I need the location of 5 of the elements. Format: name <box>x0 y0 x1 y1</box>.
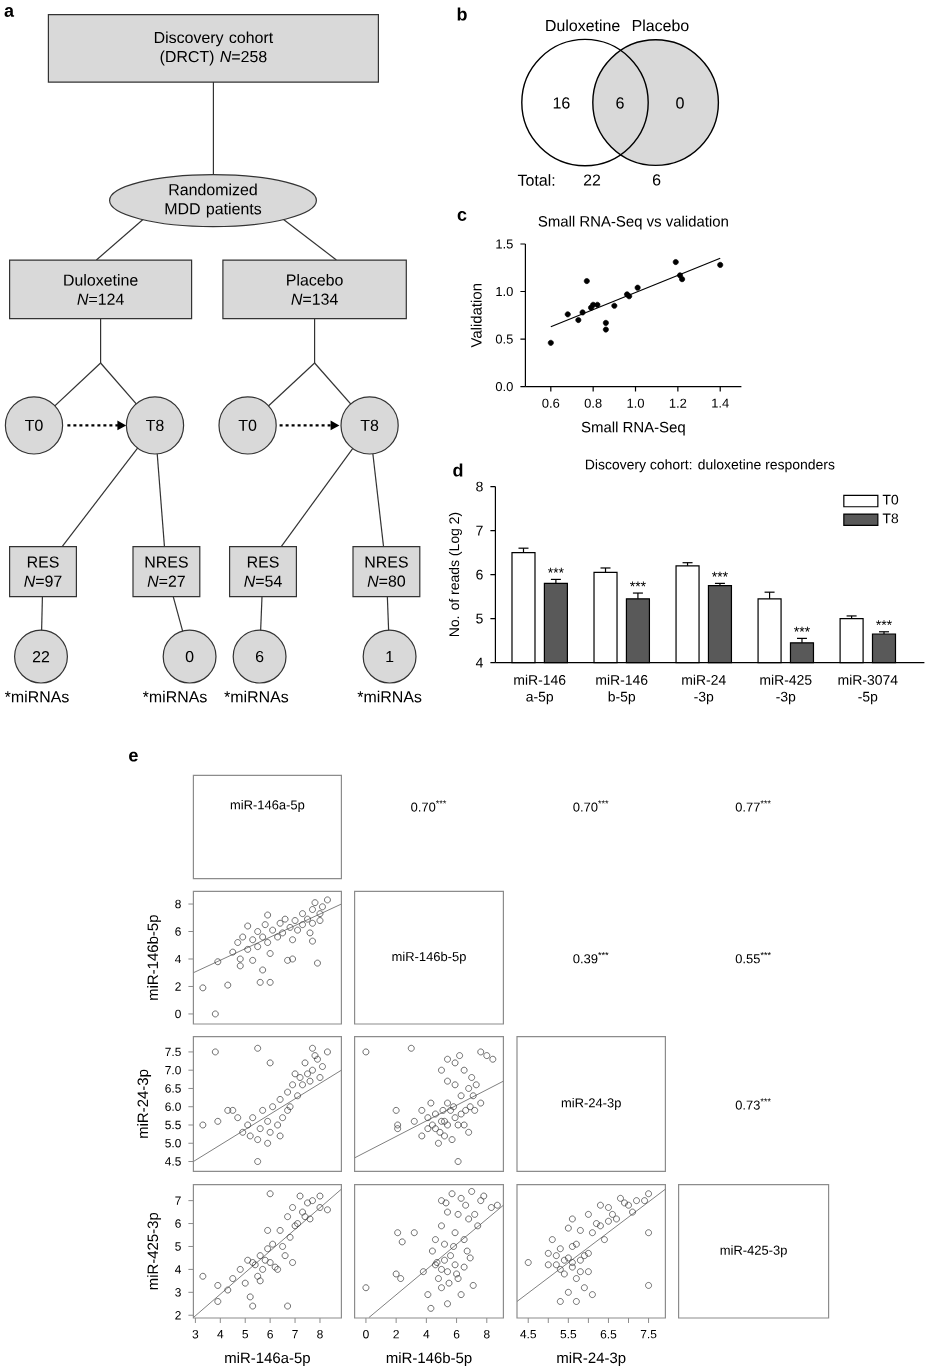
text: a <box>4 7 15 17</box>
text: b <box>457 7 467 21</box>
text: d <box>453 463 463 477</box>
text: c <box>457 211 467 221</box>
text: e <box>129 751 138 762</box>
